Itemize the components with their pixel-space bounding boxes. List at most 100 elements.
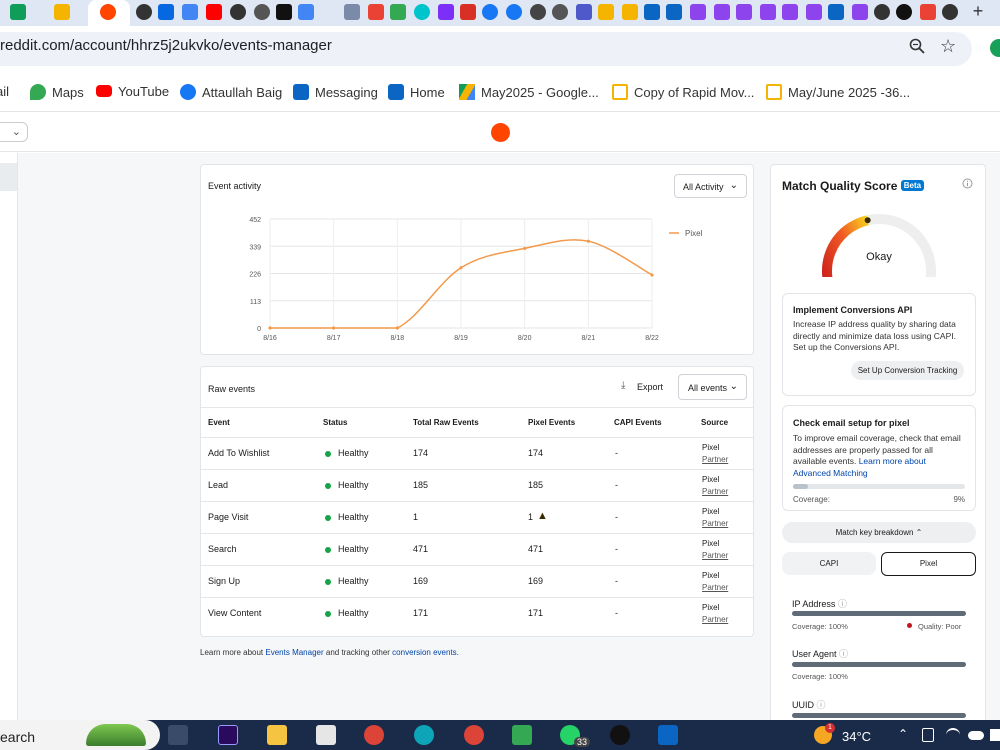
source-partner-link[interactable]: Partner (702, 551, 729, 560)
github-icon[interactable] (942, 4, 958, 20)
info-icon[interactable]: ⓘ (837, 599, 847, 609)
account-selector[interactable]: ⌄ (0, 122, 28, 142)
github-icon[interactable] (254, 4, 270, 20)
onedrive-tray-icon[interactable] (968, 731, 984, 740)
facebook-icon[interactable] (482, 4, 498, 20)
chat-icon[interactable] (438, 4, 454, 20)
wifi-icon[interactable] (946, 728, 960, 742)
x-tick-label: 8/18 (391, 335, 405, 342)
activity-filter-dropdown[interactable]: All Activity ⌄ (674, 174, 747, 198)
capi-setup-card: Implement Conversions API Increase IP ad… (782, 293, 976, 396)
info-icon[interactable]: ⓘ (816, 700, 826, 710)
upwork-icon[interactable] (610, 725, 630, 745)
file-explorer-icon[interactable] (267, 725, 287, 745)
col-event: Event (208, 418, 230, 427)
left-nav-selected-item[interactable] (0, 163, 17, 191)
task-view-icon[interactable] (168, 725, 188, 745)
video-icon[interactable] (760, 4, 776, 20)
bookmark-youtube[interactable]: YouTube (96, 84, 169, 100)
github-icon[interactable] (874, 4, 890, 20)
tray-icon[interactable] (922, 728, 934, 742)
video-icon[interactable] (806, 4, 822, 20)
video-icon[interactable] (736, 4, 752, 20)
tab-pixel[interactable]: Pixel (881, 552, 976, 576)
source-partner-link[interactable]: Partner (702, 583, 729, 592)
bookmark-rapid[interactable]: Copy of Rapid Mov... (612, 84, 754, 101)
google-icon[interactable] (920, 4, 936, 20)
bookmark-may2025[interactable]: May2025 - Google... (459, 84, 599, 101)
video-icon[interactable] (852, 4, 868, 20)
chevron-up-icon[interactable]: ⌃ (898, 727, 909, 741)
maps-icon[interactable] (390, 4, 406, 20)
docs-icon[interactable] (298, 4, 314, 20)
slides-icon[interactable] (622, 4, 638, 20)
video-icon[interactable] (714, 4, 730, 20)
reddit-logo-icon[interactable] (491, 123, 510, 142)
taskbar-search[interactable]: earch (0, 720, 160, 750)
edge-icon[interactable] (414, 725, 434, 745)
match-key-breakdown-button[interactable]: Match key breakdown ⌃ (782, 522, 976, 543)
bookmark-gmail[interactable]: ail (0, 84, 10, 99)
bookmark-home[interactable]: Home (388, 84, 445, 101)
onedrive-icon[interactable] (828, 4, 844, 20)
teams-icon[interactable] (576, 4, 592, 20)
capcut-icon[interactable] (276, 4, 292, 20)
google-icon[interactable] (368, 4, 384, 20)
zoom-icon[interactable] (908, 37, 926, 55)
conversion-events-link[interactable]: conversion events. (392, 648, 459, 657)
premiere-icon[interactable] (218, 725, 238, 745)
events-manager-link[interactable]: Events Manager (265, 648, 324, 657)
docs-icon[interactable] (182, 4, 198, 20)
slides-icon[interactable] (54, 4, 70, 20)
info-icon[interactable]: ⓘ (839, 649, 849, 659)
tab-capi[interactable]: CAPI (782, 552, 876, 575)
export-button[interactable]: ⤓ Export (619, 375, 669, 399)
facebook-icon[interactable] (506, 4, 522, 20)
github-icon[interactable] (530, 4, 546, 20)
play-store-icon[interactable] (512, 725, 532, 745)
whatsapp-badge: 33 (574, 737, 591, 747)
address-url[interactable]: reddit.com/account/hhrz5j2ukvko/events-m… (0, 37, 332, 54)
extension-icon[interactable] (990, 39, 1000, 57)
bookmark-star-icon[interactable]: ☆ (940, 36, 957, 56)
slides-icon[interactable] (598, 4, 614, 20)
github-icon[interactable] (136, 4, 152, 20)
volume-icon[interactable] (990, 729, 1000, 741)
source-partner-link[interactable]: Partner (702, 519, 729, 528)
onedrive-icon[interactable] (666, 4, 682, 20)
meta-icon[interactable] (158, 4, 174, 20)
active-tab[interactable] (88, 0, 130, 26)
bookmark-attaullah[interactable]: Attaullah Baig (180, 84, 282, 101)
source-partner-link[interactable]: Partner (702, 615, 729, 624)
upwork-icon[interactable] (896, 4, 912, 20)
bookmark-maps[interactable]: Maps (30, 84, 84, 101)
openai-icon[interactable] (552, 4, 568, 20)
source-partner-link[interactable]: Partner (702, 455, 729, 464)
sheets-icon[interactable] (10, 4, 26, 20)
bookmark-mayjune[interactable]: May/June 2025 -36... (766, 84, 910, 101)
events-filter-dropdown[interactable]: All events ⌄ (678, 374, 747, 400)
linkedin-icon[interactable] (658, 725, 678, 745)
canva-icon[interactable] (414, 4, 430, 20)
onedrive-icon[interactable] (644, 4, 660, 20)
new-tab-button[interactable]: + (972, 1, 984, 21)
info-icon[interactable] (962, 178, 973, 189)
setup-conversion-button[interactable]: Set Up Conversion Tracking (851, 361, 964, 380)
github-icon[interactable] (230, 4, 246, 20)
store-icon[interactable] (316, 725, 336, 745)
source-partner-link[interactable]: Partner (702, 487, 729, 496)
omnibox[interactable] (0, 32, 972, 66)
chrome-icon[interactable] (364, 725, 384, 745)
bookmark-messaging[interactable]: Messaging (293, 84, 378, 101)
row-divider (201, 597, 753, 598)
video-icon[interactable] (782, 4, 798, 20)
temperature-label[interactable]: 34°C (842, 729, 872, 744)
gmail-icon[interactable] (460, 4, 476, 20)
warning-icon[interactable]: ▲ (537, 510, 548, 522)
advanced-matching-link[interactable]: Learn more about Advanced Matching (793, 456, 926, 478)
chrome-icon[interactable] (464, 725, 484, 745)
ip-quality-label: Quality: Poor (907, 622, 961, 631)
image-icon[interactable] (344, 4, 360, 20)
youtube-icon[interactable] (206, 4, 222, 20)
video-icon[interactable] (690, 4, 706, 20)
